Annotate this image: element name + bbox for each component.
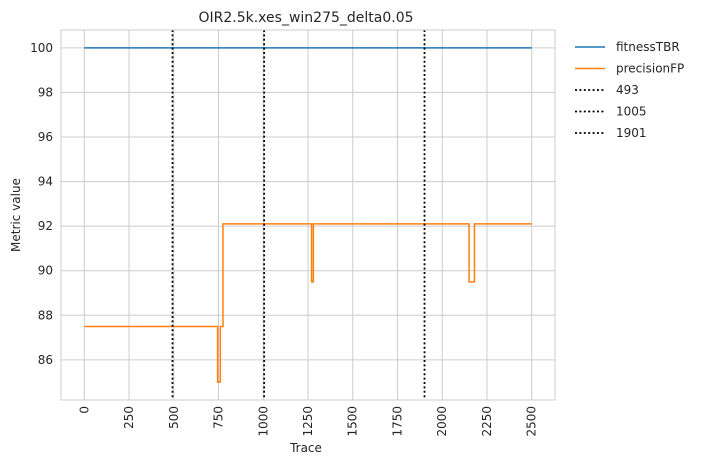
plot-frame [60,29,556,401]
x-tick-label: 1750 [390,406,404,437]
y-axis-label: Metric value [9,178,23,252]
x-tick-label: 500 [167,406,181,429]
y-tick-label: 90 [38,264,53,278]
grid [61,30,555,400]
x-tick-label: 1500 [346,406,360,437]
x-tick-label: 1250 [301,406,315,437]
legend-label: 1005 [616,105,647,119]
legend-label: 493 [616,83,639,97]
y-tick-label: 94 [38,175,53,189]
y-tick-label: 96 [38,130,53,144]
x-axis-ticks: 0 250 500 750 1000 1250 1500 1750 2000 2250 2500 [77,406,538,437]
y-tick-label: 92 [38,219,53,233]
x-tick-label: 2250 [480,406,494,437]
chart-title: OIR2.5k.xes_win275_delta0.05 [198,10,413,26]
x-tick-label: 2500 [525,406,539,437]
x-tick-label: 750 [212,406,226,429]
y-axis-ticks: 86 88 90 92 94 96 98 100 [30,41,53,367]
y-tick-label: 98 [38,85,53,99]
y-tick-label: 86 [38,353,53,367]
y-tick-label: 88 [38,308,53,322]
legend: fitnessTBR precisionFP 493 1005 1901 [575,40,684,140]
legend-label: fitnessTBR [616,40,680,54]
legend-label: precisionFP [616,62,684,76]
legend-label: 1901 [616,126,647,140]
x-tick-label: 0 [77,406,91,414]
plot-lines [84,30,532,400]
x-tick-label: 2000 [435,406,449,437]
series-line-precisionFP [84,223,532,383]
y-tick-label: 100 [30,41,53,55]
x-tick-label: 1000 [256,406,270,437]
x-axis-label: Trace [289,441,322,455]
x-tick-label: 250 [122,406,136,429]
